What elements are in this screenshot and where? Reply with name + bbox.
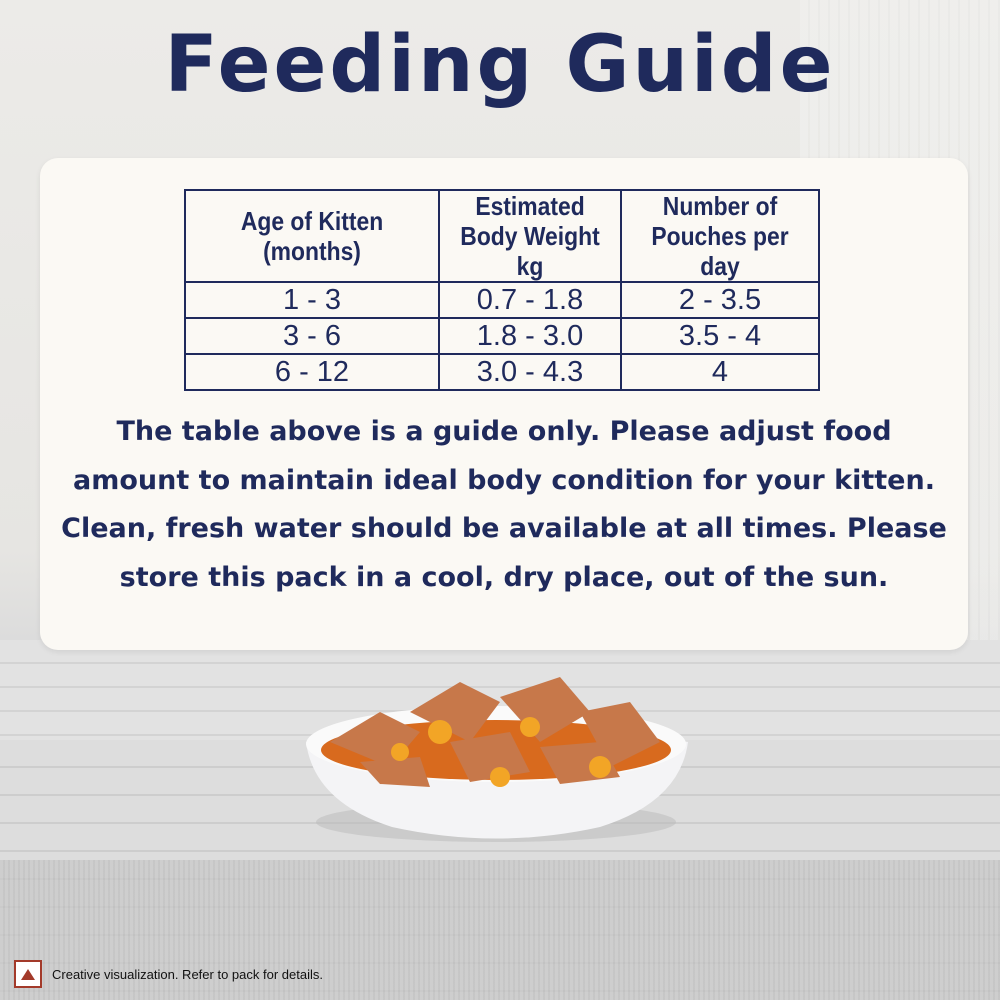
food-bowl-image (306, 677, 688, 842)
cell-weight: 1.8 - 3.0 (438, 317, 622, 355)
cell-pouches: 4 (620, 353, 820, 391)
feeding-table: Age of Kitten (months) Estimated Body We… (184, 189, 820, 391)
cell-age: 1 - 3 (184, 281, 440, 319)
cell-age: 6 - 12 (184, 353, 440, 391)
warning-triangle-icon (14, 960, 42, 988)
table-header-row: Age of Kitten (months) Estimated Body We… (185, 189, 819, 283)
cell-weight: 3.0 - 4.3 (438, 353, 622, 391)
header-weight: Estimated Body Weight kg (449, 189, 611, 283)
cell-pouches: 3.5 - 4 (620, 317, 820, 355)
header-age: Age of Kitten (months) (199, 189, 425, 283)
cell-age: 3 - 6 (184, 317, 440, 355)
table-row: 6 - 12 3.0 - 4.3 4 (184, 353, 820, 391)
table-row: 1 - 3 0.7 - 1.8 2 - 3.5 (184, 281, 820, 319)
header-pouches: Number of Pouches per day (632, 189, 808, 283)
page-title: Feeding Guide (164, 20, 836, 110)
guide-note: The table above is a guide only. Please … (61, 416, 947, 593)
disclaimer: Creative visualization. Refer to pack fo… (14, 960, 323, 988)
cell-pouches: 2 - 3.5 (620, 281, 820, 319)
table-row: 3 - 6 1.8 - 3.0 3.5 - 4 (184, 317, 820, 355)
feeding-guide-card: Age of Kitten (months) Estimated Body We… (40, 158, 968, 650)
disclaimer-text: Creative visualization. Refer to pack fo… (52, 966, 323, 982)
counter-texture (0, 860, 1000, 1000)
cell-weight: 0.7 - 1.8 (438, 281, 622, 319)
